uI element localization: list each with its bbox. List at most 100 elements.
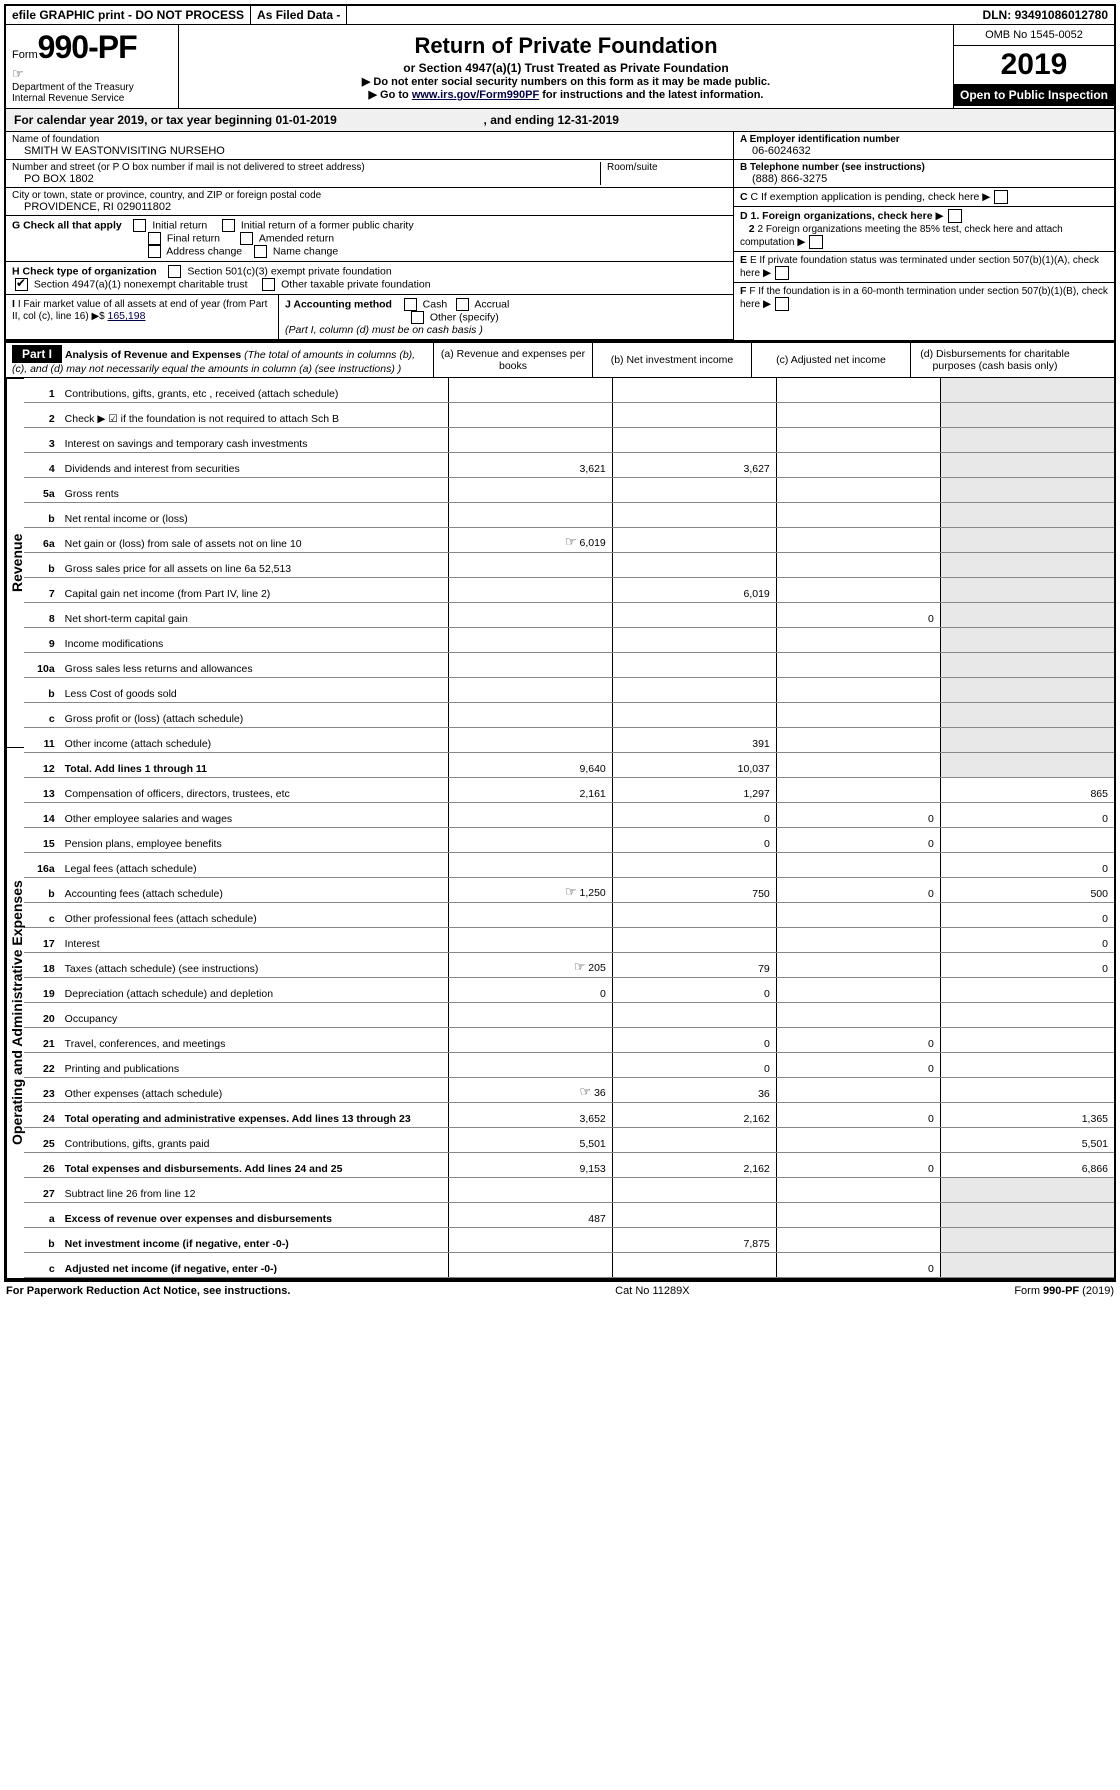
line-label: Legal fees (attach schedule) [61,853,449,878]
line-number: 26 [24,1153,61,1178]
checkbox-e[interactable] [775,266,789,280]
revenue-table: 1Contributions, gifts, grants, etc , rec… [24,378,1114,778]
section-h: H Check type of organization Section 501… [6,262,733,295]
table-row: 19Depreciation (attach schedule) and dep… [24,978,1114,1003]
checkbox-accrual[interactable] [456,298,469,311]
col-a-value: 9,153 [448,1153,612,1178]
col-a-value [448,728,612,753]
foundation-name-cell: Name of foundation SMITH W EASTONVISITIN… [6,132,733,160]
irs-link[interactable]: www.irs.gov/Form990PF [412,89,539,101]
checkbox-other-method[interactable] [411,311,424,324]
line-label: Total expenses and disbursements. Add li… [61,1153,449,1178]
line-number: c [24,1253,61,1278]
section-i: I I Fair market value of all assets at e… [6,295,279,339]
line-number: 14 [24,803,61,828]
col-c-header: (c) Adjusted net income [751,343,910,377]
col-b-value: 0 [612,1028,776,1053]
checkbox-cash[interactable] [404,298,417,311]
line-number: a [24,1203,61,1228]
col-b-value: 0 [612,803,776,828]
col-a-value: ☞ 205 [448,953,612,978]
checkbox-c[interactable] [994,190,1008,204]
part1-header: Part I Analysis of Revenue and Expenses … [6,341,1114,378]
col-b-value [612,628,776,653]
line-number: 4 [24,453,61,478]
table-row: 12Total. Add lines 1 through 119,64010,0… [24,753,1114,778]
line-number: 16a [24,853,61,878]
col-a-header: (a) Revenue and expenses per books [433,343,592,377]
line-label: Net rental income or (loss) [61,503,449,528]
checkbox-final-return[interactable] [148,232,161,245]
col-c-value [776,1128,940,1153]
col-d-value: 6,866 [940,1153,1114,1178]
line-label: Pension plans, employee benefits [61,828,449,853]
table-row: 26Total expenses and disbursements. Add … [24,1153,1114,1178]
col-c-value: 0 [776,828,940,853]
checkbox-f[interactable] [775,297,789,311]
checkbox-4947a1[interactable] [15,278,28,291]
checkbox-initial-return[interactable] [133,219,146,232]
line-label: Interest on savings and temporary cash i… [61,428,449,453]
line-number: 9 [24,628,61,653]
table-row: 4Dividends and interest from securities3… [24,453,1114,478]
col-b-value [612,853,776,878]
table-row: 14Other employee salaries and wages000 [24,803,1114,828]
col-b-value: 391 [612,728,776,753]
col-d-value [940,978,1114,1003]
checkbox-address-change[interactable] [148,245,161,258]
top-bar: efile GRAPHIC print - DO NOT PROCESS As … [6,6,1114,25]
checkbox-initial-former[interactable] [222,219,235,232]
col-b-value [612,378,776,403]
line-label: Contributions, gifts, grants, etc , rece… [61,378,449,403]
col-b-value [612,653,776,678]
col-c-value [776,903,940,928]
table-row: 11Other income (attach schedule)391 [24,728,1114,753]
col-c-value [776,728,940,753]
col-c-value: 0 [776,603,940,628]
table-row: 3Interest on savings and temporary cash … [24,428,1114,453]
table-row: 21Travel, conferences, and meetings00 [24,1028,1114,1053]
section-d: D 1. Foreign organizations, check here ▶… [734,207,1114,252]
col-a-value [448,578,612,603]
calendar-year-row: For calendar year 2019, or tax year begi… [6,109,1114,132]
col-c-value [776,778,940,803]
checkbox-amended[interactable] [240,232,253,245]
part1-label: Part I [12,345,62,363]
footer-mid: Cat No 11289X [615,1285,689,1297]
line-label: Other employee salaries and wages [61,803,449,828]
checkbox-d1[interactable] [948,209,962,223]
col-d-value [940,1078,1114,1103]
line-number: 22 [24,1053,61,1078]
col-b-value: 79 [612,953,776,978]
col-c-value [776,378,940,403]
col-a-value [448,428,612,453]
line-number: c [24,703,61,728]
col-d-value [940,1178,1114,1203]
col-c-value [776,503,940,528]
table-row: 20Occupancy [24,1003,1114,1028]
line-label: Printing and publications [61,1053,449,1078]
table-row: 2Check ▶ ☑ if the foundation is not requ… [24,403,1114,428]
col-a-value [448,903,612,928]
table-row: 6aNet gain or (loss) from sale of assets… [24,528,1114,553]
col-c-value: 0 [776,1253,940,1278]
table-row: 7Capital gain net income (from Part IV, … [24,578,1114,603]
omb-number: OMB No 1545-0052 [954,25,1114,46]
checkbox-501c3[interactable] [168,265,181,278]
col-c-value [776,553,940,578]
hand-icon: ☞ [12,66,24,81]
line-label: Interest [61,928,449,953]
col-d-value [940,1203,1114,1228]
checkbox-d2[interactable] [809,235,823,249]
checkbox-name-change[interactable] [254,245,267,258]
col-a-value [448,503,612,528]
footer: For Paperwork Reduction Act Notice, see … [4,1282,1116,1300]
fmv-link[interactable]: 165,198 [108,310,146,322]
checkbox-other-taxable[interactable] [262,278,275,291]
line-number: 6a [24,528,61,553]
summary-table: 27Subtract line 26 from line 12aExcess o… [24,1178,1114,1278]
col-a-value [448,1053,612,1078]
col-d-value: 0 [940,928,1114,953]
header-title-block: Return of Private Foundation or Section … [179,25,953,108]
line-number: 3 [24,428,61,453]
